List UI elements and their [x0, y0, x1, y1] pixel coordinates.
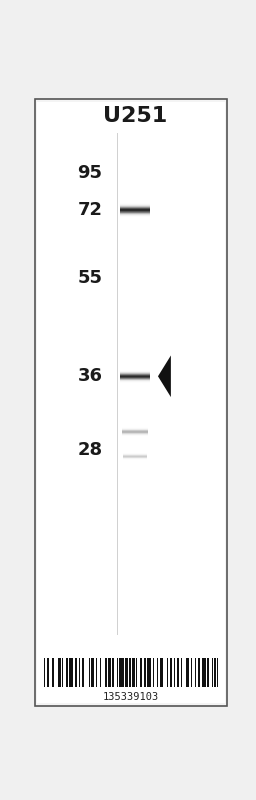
- Bar: [214, 658, 216, 687]
- Bar: [79, 658, 80, 687]
- Bar: [198, 658, 200, 687]
- Bar: [52, 658, 54, 687]
- Polygon shape: [158, 355, 171, 397]
- Bar: [157, 658, 158, 687]
- Bar: [117, 133, 118, 635]
- Bar: [177, 658, 179, 687]
- Bar: [190, 658, 192, 687]
- Bar: [170, 658, 172, 687]
- Bar: [186, 658, 189, 687]
- Bar: [75, 658, 77, 687]
- Text: 55: 55: [77, 269, 102, 286]
- Bar: [125, 658, 128, 687]
- Bar: [58, 658, 61, 687]
- Bar: [117, 133, 118, 635]
- Bar: [100, 658, 101, 687]
- Bar: [117, 133, 118, 635]
- Bar: [117, 133, 118, 635]
- Bar: [62, 658, 63, 687]
- Bar: [174, 658, 175, 687]
- Bar: [117, 133, 118, 635]
- Bar: [91, 658, 94, 687]
- Bar: [117, 133, 118, 635]
- Bar: [147, 658, 152, 687]
- Bar: [195, 658, 196, 687]
- Bar: [211, 658, 213, 687]
- Bar: [117, 133, 118, 635]
- Bar: [144, 658, 146, 687]
- Bar: [202, 658, 206, 687]
- Text: 72: 72: [77, 201, 102, 219]
- Bar: [132, 658, 135, 687]
- Bar: [117, 133, 118, 635]
- Bar: [117, 133, 118, 635]
- Text: U251: U251: [103, 106, 167, 126]
- Bar: [160, 658, 163, 687]
- Text: 135339103: 135339103: [103, 691, 159, 702]
- Bar: [117, 133, 118, 635]
- Bar: [217, 658, 219, 687]
- Bar: [66, 658, 68, 687]
- Bar: [117, 133, 118, 635]
- Bar: [48, 658, 49, 687]
- Bar: [95, 658, 97, 687]
- Text: 95: 95: [77, 164, 102, 182]
- Bar: [117, 133, 118, 635]
- Bar: [82, 658, 84, 687]
- Bar: [153, 658, 154, 687]
- Bar: [117, 133, 118, 635]
- Bar: [117, 133, 118, 635]
- Bar: [44, 658, 45, 687]
- Bar: [105, 658, 107, 687]
- Bar: [117, 133, 118, 635]
- Bar: [167, 658, 168, 687]
- Bar: [140, 658, 142, 687]
- Text: 36: 36: [77, 367, 102, 386]
- Bar: [117, 133, 118, 635]
- Bar: [112, 658, 114, 687]
- Bar: [129, 658, 131, 687]
- Bar: [69, 658, 73, 687]
- Bar: [117, 133, 118, 635]
- Bar: [119, 658, 123, 687]
- Bar: [108, 658, 111, 687]
- Bar: [89, 658, 90, 687]
- Bar: [181, 658, 182, 687]
- Bar: [117, 133, 118, 635]
- Bar: [116, 658, 118, 687]
- Bar: [207, 658, 209, 687]
- Text: 28: 28: [77, 442, 102, 459]
- Bar: [47, 658, 48, 687]
- Bar: [136, 658, 137, 687]
